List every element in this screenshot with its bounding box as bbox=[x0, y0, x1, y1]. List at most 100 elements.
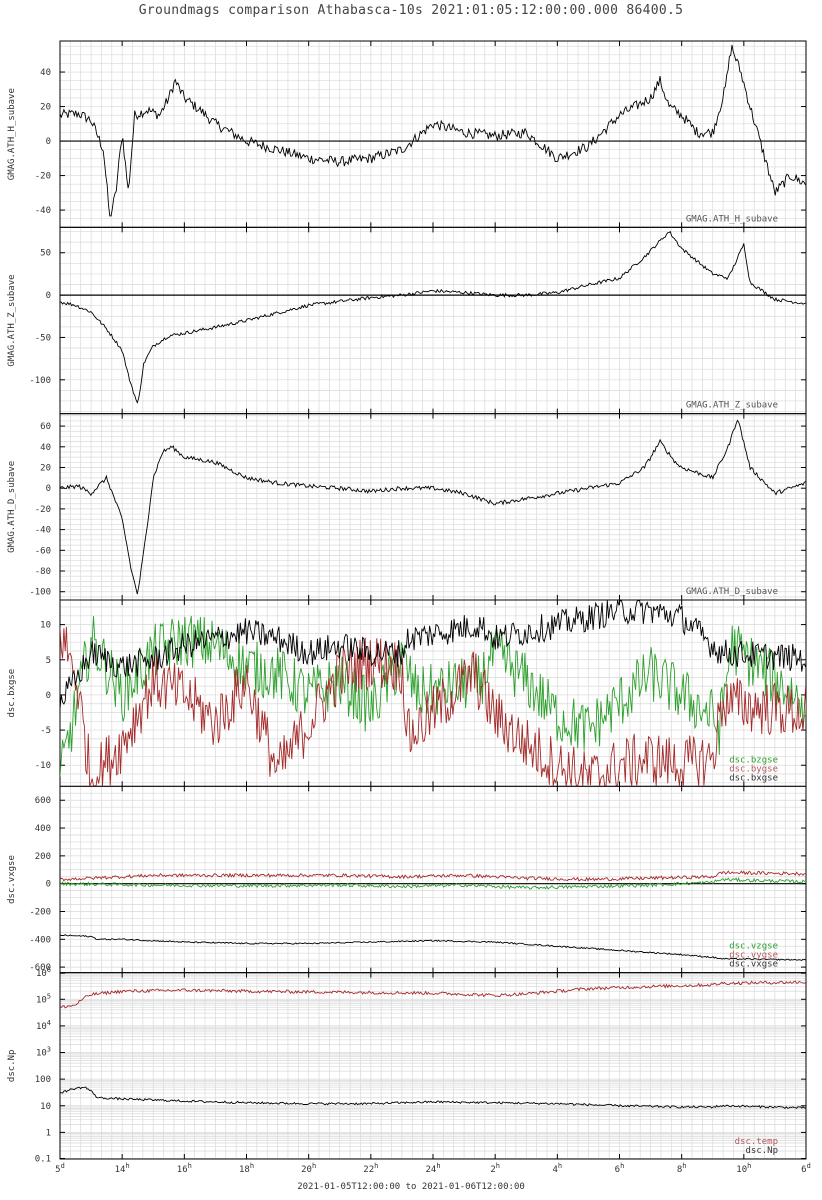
x-tick-label: 24h bbox=[425, 1162, 440, 1175]
x-axis: 5d 14h 16h 18h 20h 22h 24h 2h 4h 6h 8h 10h 6d bbox=[55, 1162, 811, 1175]
series-group bbox=[60, 870, 806, 962]
y-axis-label: GMAG.ATH_D_subave bbox=[7, 461, 17, 553]
y-tick-label: 5 bbox=[46, 656, 51, 666]
y-tick-label: -5 bbox=[40, 726, 51, 736]
grid bbox=[59, 413, 807, 600]
series-line-dsc.vxgse bbox=[60, 934, 806, 962]
y-tick-label: 40 bbox=[40, 443, 51, 453]
page-title: Groundmags comparison Athabasca-10s 2021… bbox=[138, 3, 684, 18]
x-tick-label: 2h bbox=[490, 1162, 500, 1175]
grid bbox=[59, 41, 807, 228]
panel-6: 1061051041031001010.1dsc.Npdsc.tempdsc.N… bbox=[7, 966, 807, 1165]
y-tick-label: -100 bbox=[29, 376, 51, 386]
x-tick-label: 14h bbox=[115, 1162, 130, 1175]
legend: GMAG.ATH_D_subave bbox=[686, 587, 778, 597]
legend-entry: dsc.Np bbox=[745, 1146, 778, 1156]
y-tick-label: 0.1 bbox=[35, 1155, 51, 1165]
y-tick-label: 104 bbox=[36, 1019, 51, 1032]
series-group bbox=[60, 44, 806, 217]
series-line-dsc.bygse bbox=[60, 626, 806, 787]
y-tick-label: 10 bbox=[40, 621, 51, 631]
y-axis-label: dsc.vxgse bbox=[7, 855, 17, 904]
y-tick-label: 20 bbox=[40, 463, 51, 473]
series-group bbox=[60, 980, 806, 1110]
legend: GMAG.ATH_Z_subave bbox=[686, 401, 778, 411]
y-tick-label: 1 bbox=[46, 1128, 51, 1138]
x-tick-label: 16h bbox=[177, 1162, 192, 1175]
series-line-dsc.Np bbox=[60, 1086, 806, 1110]
legend-entry: dsc.vxgse bbox=[729, 960, 778, 970]
y-tick-label: 200 bbox=[35, 852, 51, 862]
series-line-GMAG.ATH_Z_subave bbox=[60, 231, 806, 404]
series-line-GMAG.ATH_D_subave bbox=[60, 419, 806, 595]
series-line-GMAG.ATH_H_subave bbox=[60, 44, 806, 217]
series-group bbox=[60, 600, 806, 787]
series-line-dsc.bxgse bbox=[60, 600, 806, 710]
legend-entry: dsc.vzgse bbox=[729, 942, 778, 952]
series-line-dsc.vygse bbox=[60, 870, 806, 882]
y-tick-label: -80 bbox=[35, 567, 51, 577]
series-line-dsc.temp bbox=[60, 980, 806, 1009]
x-tick-label: 8h bbox=[677, 1162, 687, 1175]
legend-entry: dsc.bzgse bbox=[729, 755, 778, 765]
y-ticks: 600 400 200 0 -200 -400 -600 bbox=[29, 796, 806, 973]
y-tick-label: 20 bbox=[40, 103, 51, 113]
y-tick-label: 0 bbox=[46, 137, 51, 147]
legend-entry: GMAG.ATH_D_subave bbox=[686, 587, 778, 597]
y-tick-label: 106 bbox=[36, 966, 51, 979]
legend-entry: GMAG.ATH_Z_subave bbox=[686, 401, 778, 411]
series-line-dsc.vzgse bbox=[60, 877, 806, 890]
y-tick-label: 40 bbox=[40, 68, 51, 78]
y-tick-label: 0 bbox=[46, 691, 51, 701]
y-ticks: 50 0 -50 -100 bbox=[29, 249, 806, 386]
series-group bbox=[60, 419, 806, 595]
panels-root: 40200-20-40GMAG.ATH_H_subaveGMAG.ATH_H_s… bbox=[7, 40, 807, 1165]
y-tick-label: -200 bbox=[29, 907, 51, 917]
y-ticks: 60 40 20 0 -20 -40 -60 -80 -100 bbox=[29, 422, 806, 598]
y-tick-label: -20 bbox=[35, 172, 51, 182]
y-tick-label: -400 bbox=[29, 935, 51, 945]
series-group bbox=[60, 231, 806, 404]
legend-entry: dsc.vygse bbox=[729, 951, 778, 961]
legend-entry: dsc.bygse bbox=[729, 764, 778, 774]
y-tick-label: -40 bbox=[35, 526, 51, 536]
grid bbox=[59, 786, 807, 973]
y-axis-label: GMAG.ATH_Z_subave bbox=[7, 274, 17, 366]
y-ticks: 40 20 0 -20 -40 bbox=[35, 68, 806, 216]
panel-3: 60 40 20 0 -20 -40 -60 -80 -100 GMAG.ATH_D_subave… bbox=[7, 413, 807, 601]
y-tick-label: 600 bbox=[35, 796, 51, 806]
legend: GMAG.ATH_H_subave bbox=[686, 214, 778, 224]
y-ticks: 106 105 104 103 100 10 1 0.1 bbox=[35, 966, 806, 1165]
y-tick-label: 105 bbox=[36, 992, 51, 1005]
y-tick-label: 0 bbox=[46, 880, 51, 890]
y-tick-label: -10 bbox=[35, 761, 51, 771]
x-tick-label: 4h bbox=[553, 1162, 563, 1175]
y-tick-label: -40 bbox=[35, 206, 51, 216]
x-tick-label: 6h bbox=[615, 1162, 625, 1175]
y-tick-label: -100 bbox=[29, 588, 51, 598]
panel-4: 10 5 0 -5 -10 dsc.bxgse dsc.bzgsedsc.bygsedsc.… bbox=[7, 599, 807, 787]
x-tick-label: 18h bbox=[239, 1162, 254, 1175]
y-tick-label: 50 bbox=[40, 249, 51, 259]
y-tick-label: -600 bbox=[29, 963, 51, 973]
legend-entry: dsc.temp bbox=[735, 1137, 778, 1147]
y-axis-label: dsc.Np bbox=[7, 1050, 17, 1083]
x-tick-label: 6d bbox=[801, 1162, 811, 1175]
y-axis-label: dsc.bxgse bbox=[7, 669, 17, 718]
y-tick-label: 60 bbox=[40, 422, 51, 432]
y-tick-label: 103 bbox=[36, 1046, 51, 1059]
y-tick-label: 0 bbox=[46, 484, 51, 494]
panel-1: 40 20 0 -20 -40 GMAG.ATH_H_subave GMAG.ATH_H_s… bbox=[7, 40, 807, 228]
y-tick-label: -50 bbox=[35, 333, 51, 343]
y-tick-label: 400 bbox=[35, 824, 51, 834]
panel-5: 6004002000-200-400-600dsc.vxgsedsc.vzgse… bbox=[7, 785, 807, 974]
grid bbox=[59, 972, 807, 1159]
x-tick-label: 20h bbox=[301, 1162, 316, 1175]
y-tick-label: -20 bbox=[35, 505, 51, 515]
panel-2: 50 0 -50 -100 GMAG.ATH_Z_subave GMAG.ATH_Z_su… bbox=[7, 226, 807, 415]
x-tick-label: 5d bbox=[55, 1162, 65, 1175]
y-tick-label: -60 bbox=[35, 546, 51, 556]
